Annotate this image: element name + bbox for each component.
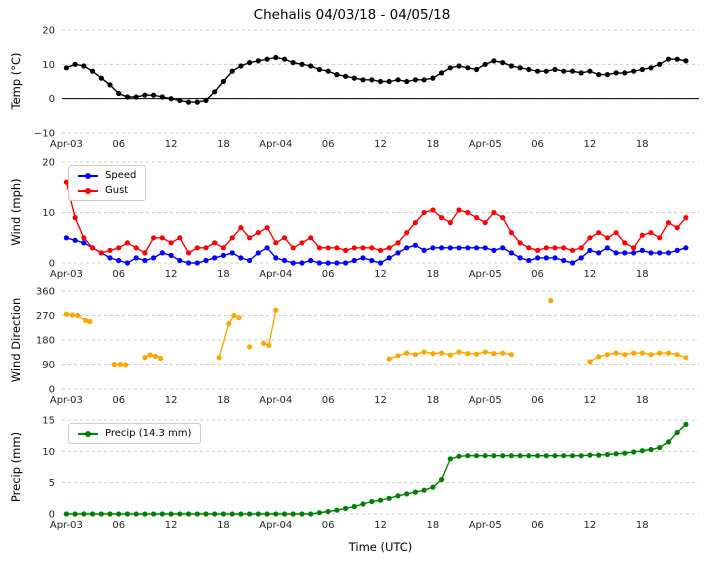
svg-text:Apr-03: Apr-03 <box>50 139 83 150</box>
svg-text:12: 12 <box>584 395 597 406</box>
svg-text:10: 10 <box>42 447 55 458</box>
x-axis-label: Time (UTC) <box>348 540 413 554</box>
svg-text:Apr-03: Apr-03 <box>50 269 83 280</box>
svg-text:12: 12 <box>165 395 178 406</box>
svg-text:18: 18 <box>217 269 230 280</box>
svg-text:18: 18 <box>636 395 649 406</box>
svg-text:0: 0 <box>49 259 55 270</box>
svg-text:18: 18 <box>217 395 230 406</box>
speed-line-swatch <box>78 172 98 179</box>
legend-label-speed: Speed <box>105 170 137 181</box>
svg-text:12: 12 <box>374 520 387 531</box>
svg-text:06: 06 <box>531 395 544 406</box>
svg-text:18: 18 <box>426 139 439 150</box>
svg-text:12: 12 <box>584 269 597 280</box>
svg-text:18: 18 <box>217 520 230 531</box>
svg-text:12: 12 <box>165 139 178 150</box>
svg-text:12: 12 <box>165 520 178 531</box>
svg-text:06: 06 <box>112 520 125 531</box>
svg-text:06: 06 <box>531 520 544 531</box>
svg-text:12: 12 <box>584 139 597 150</box>
svg-text:20: 20 <box>42 26 55 37</box>
legend-item-speed: Speed <box>78 170 136 181</box>
svg-text:18: 18 <box>426 269 439 280</box>
precip-line-swatch <box>78 430 98 437</box>
svg-text:06: 06 <box>322 520 335 531</box>
svg-text:18: 18 <box>217 139 230 150</box>
svg-text:06: 06 <box>531 139 544 150</box>
svg-text:Apr-05: Apr-05 <box>469 395 502 406</box>
svg-text:12: 12 <box>165 269 178 280</box>
svg-text:06: 06 <box>112 395 125 406</box>
svg-text:12: 12 <box>374 269 387 280</box>
precip-marker-swatch <box>85 430 91 437</box>
svg-text:06: 06 <box>322 395 335 406</box>
svg-text:10: 10 <box>42 208 55 219</box>
precip-legend: Precip (14.3 mm) <box>68 423 202 444</box>
svg-text:Apr-04: Apr-04 <box>259 520 292 531</box>
svg-text:−10: −10 <box>34 129 55 140</box>
svg-text:Apr-03: Apr-03 <box>50 520 83 531</box>
svg-text:06: 06 <box>112 139 125 150</box>
svg-text:06: 06 <box>322 269 335 280</box>
svg-text:18: 18 <box>636 269 649 280</box>
svg-text:Apr-04: Apr-04 <box>259 269 292 280</box>
speed-marker-swatch <box>85 172 91 179</box>
svg-text:18: 18 <box>426 395 439 406</box>
chart-title: Chehalis 04/03/18 - 04/05/18 <box>253 7 451 23</box>
svg-text:90: 90 <box>42 360 55 371</box>
svg-text:Apr-04: Apr-04 <box>259 139 292 150</box>
svg-text:0: 0 <box>49 385 55 396</box>
svg-text:18: 18 <box>636 520 649 531</box>
svg-text:15: 15 <box>42 416 55 427</box>
svg-text:10: 10 <box>42 60 55 71</box>
wind-legend: Speed Gust <box>68 165 147 201</box>
legend-item-gust: Gust <box>78 185 136 196</box>
svg-text:270: 270 <box>36 311 55 322</box>
svg-text:360: 360 <box>36 287 55 298</box>
svg-text:Apr-05: Apr-05 <box>469 139 502 150</box>
svg-text:Apr-05: Apr-05 <box>469 520 502 531</box>
svg-text:12: 12 <box>374 395 387 406</box>
legend-label-precip: Precip (14.3 mm) <box>105 428 192 439</box>
svg-text:12: 12 <box>584 520 597 531</box>
svg-text:Apr-03: Apr-03 <box>50 395 83 406</box>
svg-text:18: 18 <box>426 520 439 531</box>
svg-text:20: 20 <box>42 158 55 169</box>
svg-text:Apr-05: Apr-05 <box>469 269 502 280</box>
svg-text:Apr-04: Apr-04 <box>259 395 292 406</box>
gust-line-swatch <box>78 187 98 194</box>
legend-item-precip: Precip (14.3 mm) <box>78 428 191 439</box>
svg-text:06: 06 <box>531 269 544 280</box>
svg-text:06: 06 <box>322 139 335 150</box>
svg-text:12: 12 <box>374 139 387 150</box>
svg-text:18: 18 <box>636 139 649 150</box>
legend-label-gust: Gust <box>105 185 129 196</box>
svg-text:06: 06 <box>112 269 125 280</box>
svg-text:5: 5 <box>49 478 55 489</box>
svg-text:180: 180 <box>36 336 55 347</box>
svg-text:0: 0 <box>49 94 55 105</box>
svg-text:0: 0 <box>49 510 55 521</box>
gust-marker-swatch <box>85 187 91 194</box>
